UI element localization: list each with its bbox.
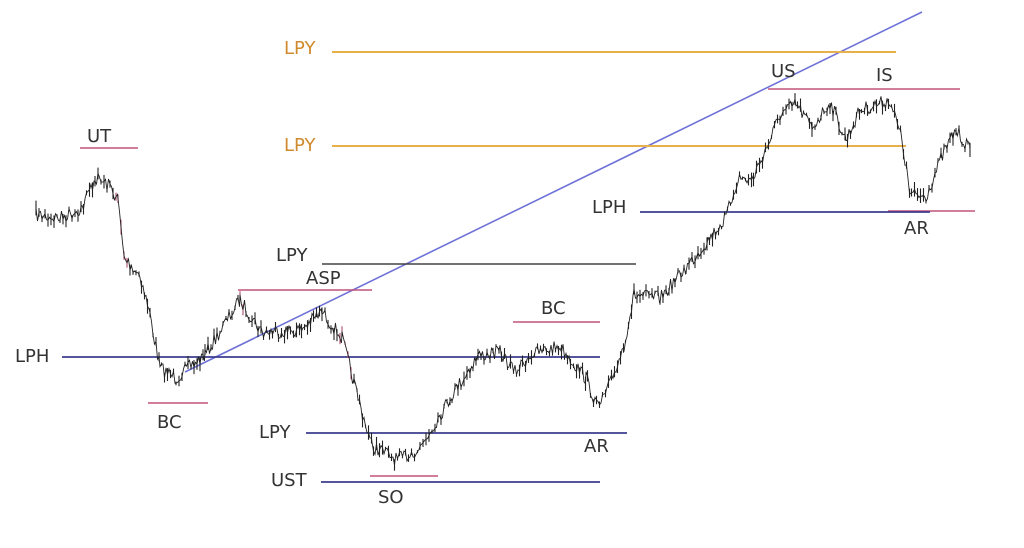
label-ust: UST: [271, 470, 308, 491]
label-asp: ASP: [306, 268, 341, 289]
label-lph-left: LPH: [15, 346, 49, 367]
label-so: SO: [378, 487, 404, 508]
label-is: IS: [876, 65, 893, 86]
label-lpy-mid: LPY: [276, 245, 308, 266]
price-series: [35, 93, 971, 471]
label-ar-right: AR: [904, 218, 929, 239]
label-us: US: [771, 61, 796, 82]
price-line: [35, 96, 971, 466]
label-lph-right: LPH: [592, 197, 626, 218]
label-ut: UT: [87, 126, 112, 147]
label-bc-mid: BC: [541, 298, 566, 319]
label-bc-left: BC: [157, 412, 182, 433]
trend-line: [184, 11, 923, 373]
label-lpy-top: LPY: [284, 38, 316, 59]
label-lpy-upper: LPY: [284, 135, 316, 156]
label-lpy-lower: LPY: [259, 422, 291, 443]
label-ar-mid: AR: [584, 436, 609, 457]
